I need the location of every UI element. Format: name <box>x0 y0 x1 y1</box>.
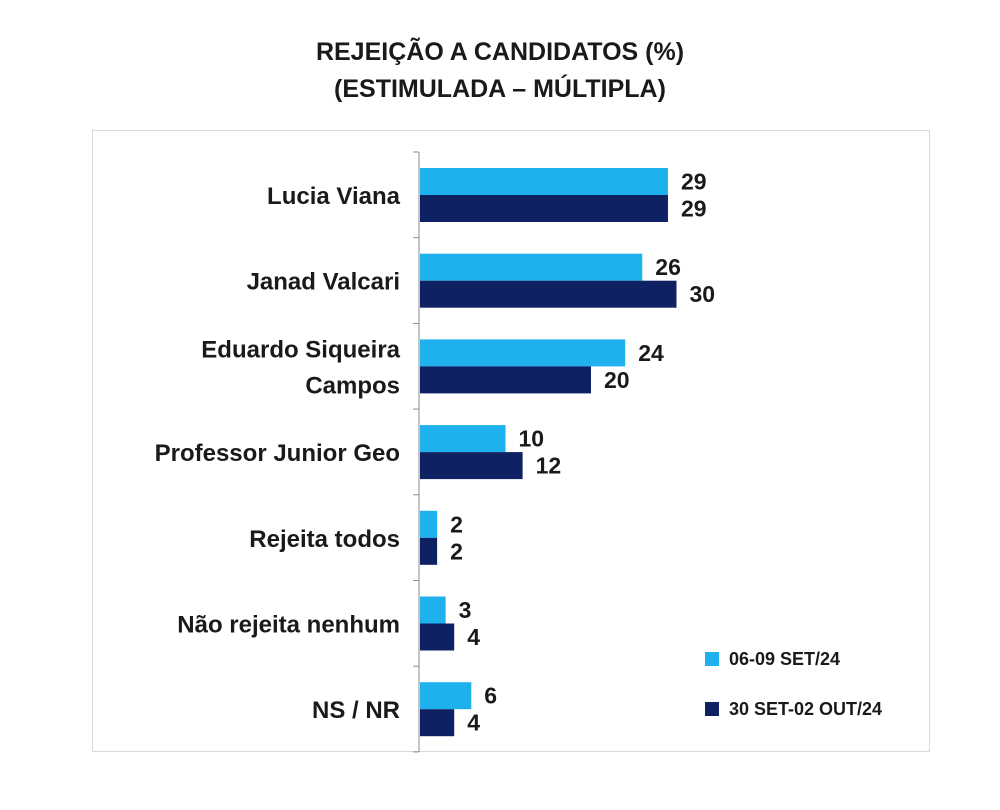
bar-series-2 <box>420 280 677 308</box>
data-label: 24 <box>638 340 664 366</box>
chart-title: REJEIÇÃO A CANDIDATOS (%) (ESTIMULADA – … <box>0 34 1000 108</box>
data-label: 20 <box>604 367 630 393</box>
bar-series-1 <box>420 682 472 710</box>
data-label: 26 <box>655 254 681 280</box>
bar-series-1 <box>420 253 643 281</box>
data-label: 3 <box>459 597 472 623</box>
legend-swatch <box>705 702 719 716</box>
legend-swatch <box>705 652 719 666</box>
bar-series-2 <box>420 709 455 737</box>
category-label-line: Lucia Viana <box>267 183 401 210</box>
category-label-line: NS / NR <box>312 697 400 724</box>
legend-label: 06-09 SET/24 <box>729 649 840 669</box>
data-label: 4 <box>467 710 480 736</box>
bar-series-2 <box>420 366 591 394</box>
category-label: Eduardo Siqueira Campos <box>201 336 400 399</box>
data-label: 10 <box>519 426 545 452</box>
chart-frame <box>92 130 930 752</box>
category-label-line: Professor Junior Geo <box>155 440 400 467</box>
category-label: NS / NR <box>312 697 400 724</box>
data-label: 2 <box>450 538 463 564</box>
data-label: 2 <box>450 511 463 537</box>
bar-series-2 <box>420 537 438 565</box>
category-label: Janad Valcari <box>247 269 400 296</box>
data-label: 29 <box>681 169 707 195</box>
data-label: 30 <box>690 281 716 307</box>
category-label-line: Campos <box>305 372 400 399</box>
category-label: Rejeita todos <box>249 526 400 553</box>
bar-series-1 <box>420 596 446 624</box>
chart-title-line-2: (ESTIMULADA – MÚLTIPLA) <box>334 75 666 103</box>
bar-series-1 <box>420 510 438 538</box>
category-label: Lucia Viana <box>267 183 401 210</box>
data-label: 4 <box>467 624 480 650</box>
bar-series-2 <box>420 623 455 651</box>
bar-series-2 <box>420 195 668 222</box>
chart-title-line-1: REJEIÇÃO A CANDIDATOS (%) <box>315 38 685 66</box>
data-label: 12 <box>536 453 562 479</box>
bar-series-1 <box>420 168 668 195</box>
category-label-line: Não rejeita nenhum <box>177 612 400 639</box>
category-label-line: Rejeita todos <box>249 526 400 553</box>
bar-series-2 <box>420 452 523 480</box>
category-label-line: Eduardo Siqueira <box>201 336 400 363</box>
data-label: 6 <box>484 683 497 709</box>
legend-label: 30 SET-02 OUT/24 <box>729 699 882 719</box>
bar-series-1 <box>420 339 626 367</box>
data-label: 29 <box>681 196 707 222</box>
category-label: Professor Junior Geo <box>155 440 400 467</box>
category-label: Não rejeita nenhum <box>177 612 400 639</box>
bar-series-1 <box>420 425 506 453</box>
category-label-line: Janad Valcari <box>247 269 400 296</box>
